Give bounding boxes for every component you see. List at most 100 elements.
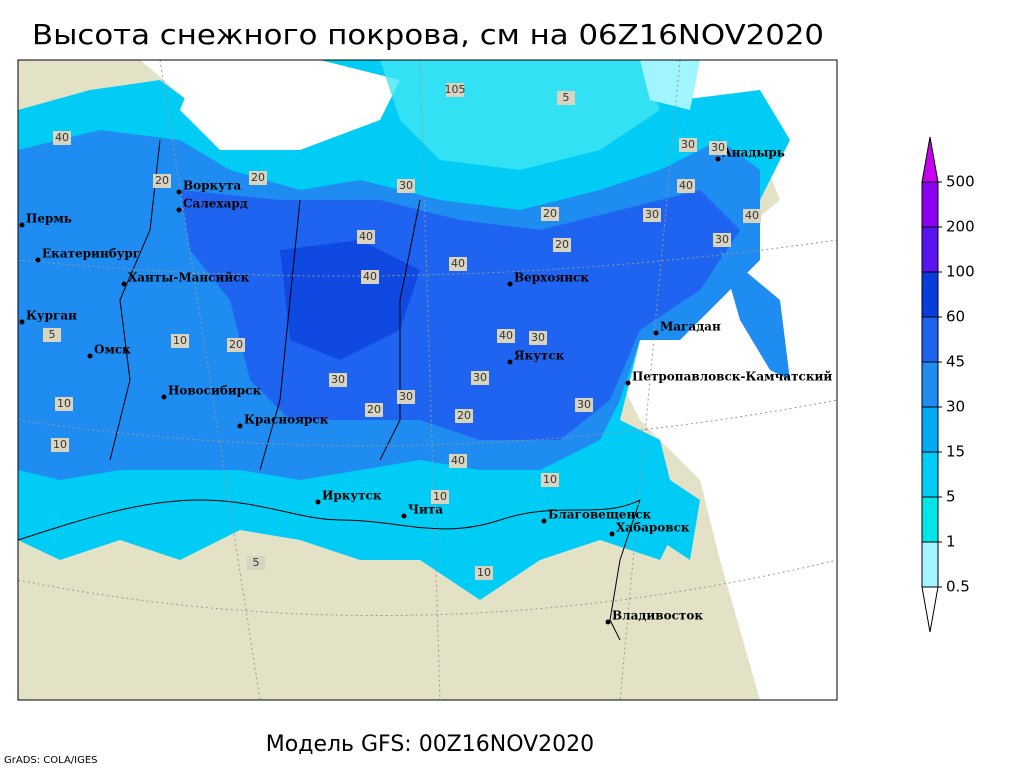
contour-label-text: 10 xyxy=(543,473,557,486)
contour-label: 40 xyxy=(449,454,467,468)
kamchatka xyxy=(720,250,790,380)
contour-label-text: 5 xyxy=(49,328,56,341)
city-dot xyxy=(176,207,182,213)
contour-label-text: 30 xyxy=(399,179,413,192)
contour-label-text: 30 xyxy=(645,208,659,221)
contour-label: 10 xyxy=(51,438,69,452)
contour-label-text: 10 xyxy=(57,397,71,410)
city-label: Иркутск xyxy=(322,489,382,503)
contour-label-text: 30 xyxy=(399,390,413,403)
map-frame xyxy=(17,59,838,701)
contour-label: 10 xyxy=(171,334,189,348)
contour-label-text: 20 xyxy=(229,338,243,351)
contour-label-text: 40 xyxy=(451,454,465,467)
contour-label-box xyxy=(55,397,73,411)
city-dot xyxy=(19,222,25,228)
city-label: Пермь xyxy=(26,212,72,226)
contour-label-text: 40 xyxy=(359,230,373,243)
sea-ice-thin xyxy=(640,60,700,110)
contour-label-text: 40 xyxy=(745,209,759,222)
contour-label-box xyxy=(677,179,695,193)
contour-label: 5 xyxy=(247,556,265,570)
colorbar-segment xyxy=(921,136,939,183)
city-label: Хабаровск xyxy=(616,521,690,535)
contour-label-box xyxy=(397,390,415,404)
city-label: Красноярск xyxy=(244,413,329,427)
contour-label-box xyxy=(449,257,467,271)
contour-label-box xyxy=(557,91,575,105)
contour-label-box xyxy=(361,270,379,284)
colorbar-segment xyxy=(921,361,939,408)
contour-label-box xyxy=(541,207,559,221)
city-label: Верхоянск xyxy=(514,271,589,285)
city-label: Омск xyxy=(94,343,131,357)
contour-label-text: 10 xyxy=(433,490,447,503)
contour-label-box xyxy=(643,208,661,222)
city-label: Якутск xyxy=(514,349,565,363)
contour-label-text: 10 xyxy=(477,566,491,579)
city-label: Новосибирск xyxy=(168,384,261,398)
city-label: Курган xyxy=(26,309,77,323)
contour-label: 20 xyxy=(227,338,245,352)
colorbar-label: 100 xyxy=(946,263,975,281)
contour-label: 5 xyxy=(557,91,575,105)
city-dot xyxy=(176,189,182,195)
colorbar-label: 500 xyxy=(946,173,975,191)
contour-label-box xyxy=(497,329,515,343)
contour-label: 10 xyxy=(431,490,449,504)
contour-label-box xyxy=(743,209,761,223)
contour-label-text: 30 xyxy=(331,373,345,386)
contour-label-box xyxy=(679,138,697,152)
colorbar-label: 45 xyxy=(946,353,965,371)
contour-label-text: 10 xyxy=(53,438,67,451)
contour-label: 40 xyxy=(677,179,695,193)
colorbar-label: 5 xyxy=(946,488,956,506)
city-dot xyxy=(653,330,659,336)
city-dot xyxy=(507,281,513,287)
contour-label: 10 xyxy=(541,473,559,487)
contour-label: 10 xyxy=(55,397,73,411)
city-dot xyxy=(237,423,243,429)
city-label: Ханты-Мансийск xyxy=(128,271,250,285)
contour-label: 30 xyxy=(679,138,697,152)
city-dot xyxy=(605,619,611,625)
colorbar-segment xyxy=(921,226,939,273)
contour-label-text: 40 xyxy=(679,179,693,192)
city-label: Владивосток xyxy=(612,609,703,623)
contour-label-text: 30 xyxy=(711,141,725,154)
contour-label-box xyxy=(357,230,375,244)
city-dot xyxy=(19,319,25,325)
city-dot xyxy=(507,359,513,365)
city-label: Чита xyxy=(408,503,443,517)
colorbar-label: 30 xyxy=(946,398,965,416)
contour-label-box xyxy=(53,131,71,145)
city-dot xyxy=(121,281,127,287)
contour-label: 30 xyxy=(575,398,593,412)
contour-label: 20 xyxy=(365,403,383,417)
contour-label: 20 xyxy=(455,409,473,423)
contour-label: 30 xyxy=(471,371,489,385)
contour-label-text: 20 xyxy=(251,171,265,184)
map: Воркута Салехард Пермь Екатеринбург Ханты-Ма… xyxy=(18,60,837,700)
colorbar-label: 1 xyxy=(946,533,956,551)
contour-label-box xyxy=(449,454,467,468)
contour-label-box xyxy=(329,373,347,387)
contour-label-text: 20 xyxy=(543,207,557,220)
contour-label-box xyxy=(43,328,61,342)
contour-label-box xyxy=(249,171,267,185)
contour-label: 30 xyxy=(529,331,547,345)
city-dot xyxy=(541,518,547,524)
colorbar-segment xyxy=(921,406,939,453)
contour-label: 105 xyxy=(445,83,466,97)
contour-label-text: 20 xyxy=(155,174,169,187)
contour-label: 40 xyxy=(361,270,379,284)
contour-label: 30 xyxy=(329,373,347,387)
contour-label-text: 40 xyxy=(499,329,513,342)
contour-label-box xyxy=(227,338,245,352)
contour-label: 40 xyxy=(53,131,71,145)
contour-label-box xyxy=(455,409,473,423)
contour-label: 40 xyxy=(449,257,467,271)
colorbar-segment xyxy=(921,271,939,318)
contour-label-box xyxy=(713,233,731,247)
